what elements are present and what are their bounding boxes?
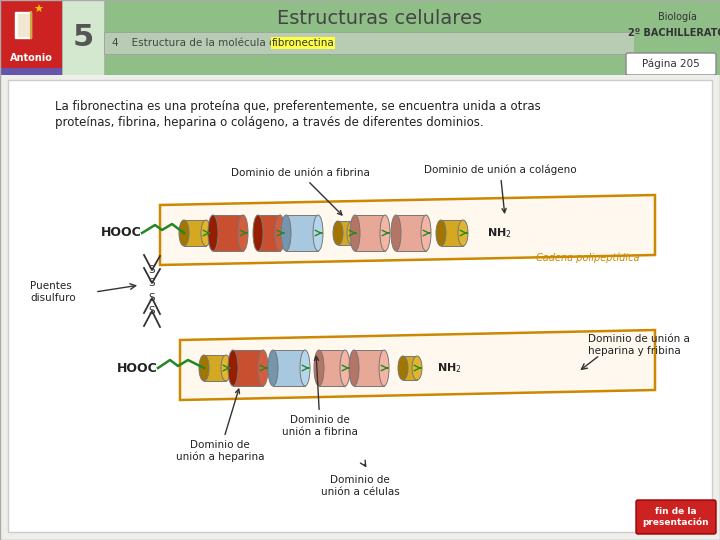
Ellipse shape xyxy=(421,215,431,251)
Polygon shape xyxy=(180,330,655,400)
Bar xyxy=(258,215,280,251)
Bar xyxy=(441,220,463,246)
Bar xyxy=(62,0,104,75)
Bar xyxy=(0,68,62,75)
Ellipse shape xyxy=(380,215,390,251)
Ellipse shape xyxy=(208,215,218,251)
Ellipse shape xyxy=(253,215,263,251)
Ellipse shape xyxy=(347,221,357,245)
Text: Dominio de
unión a fibrina: Dominio de unión a fibrina xyxy=(282,356,358,437)
Text: S: S xyxy=(149,265,156,275)
Text: HOOC: HOOC xyxy=(117,361,158,375)
Text: ★: ★ xyxy=(33,5,43,15)
Text: La fibronectina es una proteína que, preferentemente, se encuentra unida a otras: La fibronectina es una proteína que, pre… xyxy=(55,100,541,113)
FancyBboxPatch shape xyxy=(626,53,716,75)
Text: Dominio de unión a
heparina y fribina: Dominio de unión a heparina y fribina xyxy=(588,334,690,356)
Text: NH$_2$: NH$_2$ xyxy=(487,226,512,240)
Bar xyxy=(319,350,345,386)
Text: Dominio de unión a fibrina: Dominio de unión a fibrina xyxy=(230,168,369,215)
Polygon shape xyxy=(160,195,655,265)
Text: Página 205: Página 205 xyxy=(642,59,700,69)
Ellipse shape xyxy=(228,350,238,386)
Text: Biología: Biología xyxy=(657,12,696,22)
Bar xyxy=(8,80,712,532)
Bar xyxy=(403,356,417,380)
Text: Antonio: Antonio xyxy=(9,53,53,63)
Text: HOOC: HOOC xyxy=(102,226,142,240)
Text: Dominio de
unión a células: Dominio de unión a células xyxy=(320,475,400,497)
Ellipse shape xyxy=(238,215,248,251)
Ellipse shape xyxy=(275,215,285,251)
Text: Dominio de unión a colágeno: Dominio de unión a colágeno xyxy=(423,165,576,213)
Bar xyxy=(204,355,226,381)
Ellipse shape xyxy=(221,355,231,381)
Bar xyxy=(233,350,263,386)
Ellipse shape xyxy=(333,221,343,245)
Ellipse shape xyxy=(412,356,422,380)
Bar xyxy=(355,215,385,251)
Text: 5: 5 xyxy=(73,23,94,51)
Ellipse shape xyxy=(314,350,324,386)
Text: proteínas, fibrina, heparina o colágeno, a través de diferentes dominios.: proteínas, fibrina, heparina o colágeno,… xyxy=(55,116,484,129)
Polygon shape xyxy=(15,12,31,38)
Bar xyxy=(104,32,634,54)
FancyBboxPatch shape xyxy=(636,500,716,534)
Text: S: S xyxy=(149,278,156,288)
Ellipse shape xyxy=(458,220,468,246)
Bar xyxy=(273,350,305,386)
Ellipse shape xyxy=(379,350,389,386)
Bar xyxy=(0,0,62,75)
Text: fibronectina: fibronectina xyxy=(272,38,335,48)
Ellipse shape xyxy=(340,350,350,386)
Ellipse shape xyxy=(350,215,360,251)
Polygon shape xyxy=(18,14,30,36)
Text: Cadena polipeptídica: Cadena polipeptídica xyxy=(536,253,640,263)
Ellipse shape xyxy=(201,220,211,246)
Bar xyxy=(634,0,720,55)
Ellipse shape xyxy=(349,350,359,386)
Text: fin de la
presentación: fin de la presentación xyxy=(643,507,709,528)
Ellipse shape xyxy=(398,356,408,380)
Bar xyxy=(354,350,384,386)
Ellipse shape xyxy=(258,350,268,386)
Text: S: S xyxy=(149,306,156,316)
Ellipse shape xyxy=(300,350,310,386)
Text: Estructuras celulares: Estructuras celulares xyxy=(277,9,482,28)
Bar xyxy=(396,215,426,251)
Ellipse shape xyxy=(436,220,446,246)
Bar xyxy=(286,215,318,251)
Ellipse shape xyxy=(199,355,209,381)
Ellipse shape xyxy=(313,215,323,251)
Bar xyxy=(184,220,206,246)
Text: NH$_2$: NH$_2$ xyxy=(437,361,462,375)
Bar xyxy=(0,75,720,540)
Ellipse shape xyxy=(268,350,278,386)
Ellipse shape xyxy=(391,215,401,251)
Bar xyxy=(213,215,243,251)
Text: 4    Estructura de la molécula de: 4 Estructura de la molécula de xyxy=(112,38,285,48)
Text: Dominio de
unión a heparina: Dominio de unión a heparina xyxy=(176,389,264,462)
Text: S: S xyxy=(149,293,156,303)
Ellipse shape xyxy=(179,220,189,246)
Bar xyxy=(338,221,352,245)
Bar xyxy=(0,0,720,75)
Text: 2º BACHILLERATO: 2º BACHILLERATO xyxy=(628,28,720,38)
Text: Puentes
disulfuro: Puentes disulfuro xyxy=(30,281,76,303)
Ellipse shape xyxy=(281,215,291,251)
